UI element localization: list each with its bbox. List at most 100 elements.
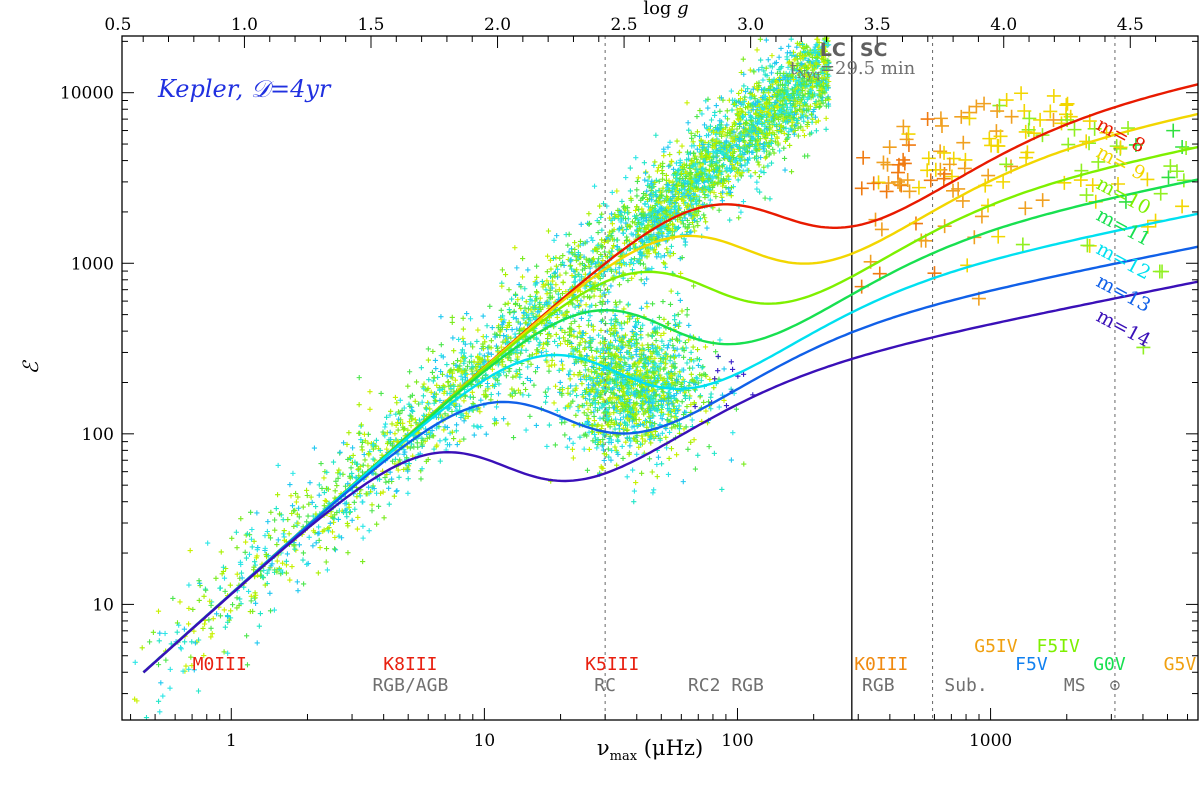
data-point: [665, 320, 672, 326]
data-point: [717, 337, 723, 343]
data-point: [484, 323, 490, 329]
data-point: [512, 390, 518, 396]
data-point: [509, 326, 515, 333]
data-point: [405, 490, 411, 496]
data-point: [553, 331, 559, 338]
data-point: [555, 291, 561, 297]
data-point: [196, 597, 202, 604]
data-point: [183, 663, 189, 669]
data-point: [191, 628, 197, 634]
data-point: [222, 588, 228, 594]
data-point: [666, 455, 672, 462]
data-point: [508, 335, 514, 341]
data-point: [554, 407, 560, 414]
data-point: [256, 623, 262, 629]
data-point: [284, 551, 291, 557]
data-point: [741, 461, 747, 467]
data-point: [252, 559, 258, 565]
data-point: [310, 543, 316, 549]
data-point: [257, 610, 264, 617]
data-point: [229, 535, 235, 541]
data-point: [534, 263, 540, 269]
data-point: [528, 361, 534, 367]
data-point: [407, 412, 413, 418]
data-point: [553, 263, 559, 269]
data-point: [724, 108, 730, 114]
data-point: [409, 407, 415, 413]
data-point: [525, 267, 531, 273]
data-point: [267, 608, 274, 614]
data-point: [796, 77, 802, 83]
data-point: [776, 54, 782, 60]
data-point: [668, 446, 675, 452]
data-point: [651, 487, 657, 493]
data-point: [384, 446, 390, 452]
data-point: [323, 545, 330, 552]
data-point: [274, 558, 280, 564]
data-point: [157, 630, 163, 636]
data-point: [254, 640, 260, 646]
data-point: [662, 264, 669, 270]
data-point: [396, 474, 402, 480]
data-point: [688, 135, 695, 141]
data-point: [389, 476, 395, 482]
data-point: [747, 67, 753, 73]
data-point: [470, 344, 476, 350]
data-point: [661, 316, 667, 322]
data-point: [201, 593, 207, 599]
data-point: [569, 446, 576, 452]
data-point: [387, 429, 393, 435]
data-point: [573, 412, 579, 418]
data-point: [552, 273, 558, 279]
data-point: [182, 639, 188, 645]
data-point: [190, 606, 196, 613]
data-point: [460, 315, 466, 321]
data-point: [650, 490, 656, 496]
data-point: [529, 352, 535, 358]
data-point: [478, 423, 484, 430]
data-point: [572, 246, 578, 253]
data-point: [267, 590, 273, 596]
data-point: [347, 509, 354, 515]
data-point: [296, 542, 302, 548]
data-point: [563, 288, 569, 295]
data-point: [666, 163, 672, 169]
data-point: [454, 357, 461, 364]
data-point: [285, 516, 291, 523]
data-point: [470, 364, 476, 370]
data-point: [425, 400, 431, 406]
data-point: [648, 440, 654, 446]
data-point: [554, 314, 560, 321]
data-point: [519, 274, 526, 280]
data-point: [213, 575, 219, 581]
data-point: [794, 44, 800, 50]
data-point: [713, 102, 719, 109]
data-point: [352, 506, 358, 512]
data-point: [788, 169, 795, 175]
data-point: [551, 400, 557, 406]
data-point: [451, 435, 457, 442]
data-point: [666, 429, 673, 436]
data-point: [654, 461, 660, 468]
data-point: [581, 446, 587, 452]
data-point: [823, 115, 829, 121]
data-point: [186, 605, 192, 612]
data-point: [660, 185, 666, 191]
data-point: [597, 293, 603, 299]
data-point: [757, 36, 763, 42]
data-point: [769, 53, 775, 59]
data-point: [378, 390, 384, 397]
data-point: [615, 207, 621, 214]
data-point: [691, 437, 697, 443]
data-point: [310, 528, 317, 534]
data-point: [249, 544, 255, 550]
data-point: [391, 493, 397, 499]
data-point: [440, 354, 446, 360]
data-point: [684, 312, 690, 318]
data-point: [674, 138, 680, 144]
data-point: [676, 403, 682, 409]
data-point: [675, 311, 681, 318]
data-point: [438, 314, 444, 320]
data-point: [567, 436, 573, 442]
data-point: [361, 451, 367, 458]
